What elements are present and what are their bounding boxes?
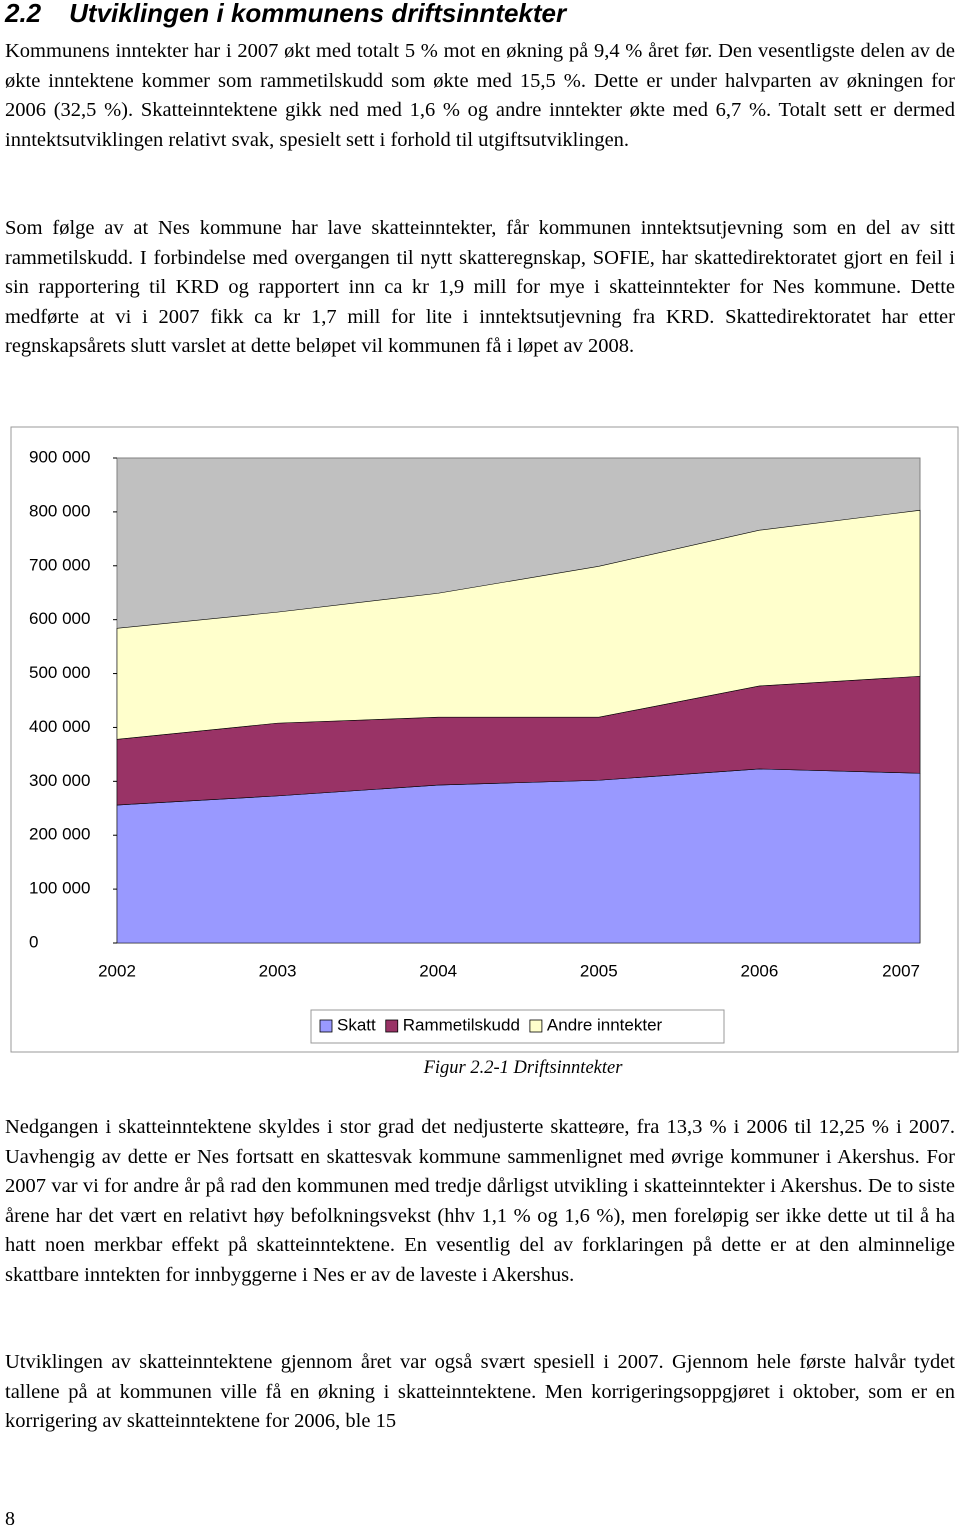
page-number: 8 — [5, 1508, 15, 1530]
x-tick-label: 2003 — [259, 961, 297, 980]
paragraph: Som følge av at Nes kommune har lave ska… — [5, 217, 955, 357]
legend-box — [310, 1009, 725, 1044]
legend-label: Rammetilskudd — [403, 1015, 520, 1034]
paragraph: Kommunens inntekter har i 2007 økt med t… — [5, 40, 955, 151]
x-tick-label: 2005 — [580, 961, 618, 980]
y-tick-label: 400 000 — [29, 717, 90, 736]
heading-number: 2.2 — [5, 0, 42, 28]
paragraph: Utviklingen av skatteinntektene gjennom … — [5, 1351, 955, 1432]
y-tick-label: 300 000 — [29, 771, 90, 790]
legend-swatch — [385, 1019, 399, 1033]
x-tick-label: 2002 — [98, 961, 136, 980]
legend-swatch — [529, 1019, 543, 1033]
legend-swatch — [319, 1019, 333, 1033]
y-tick-label: 900 000 — [29, 447, 90, 466]
area — [116, 509, 921, 740]
chart: 0 100 000 200 000 300 000 400 000 500 000 600 … — [10, 426, 959, 1053]
y-tick-label: 0 — [29, 932, 38, 951]
legend-label: Andre inntekter — [547, 1015, 663, 1034]
y-tick-label: 800 000 — [29, 501, 90, 520]
y-tick-label: 700 000 — [29, 555, 90, 574]
heading: 2.2 Utviklingen i kommunens driftsinntekt… — [5, 0, 594, 29]
y-tick-label: 200 000 — [29, 825, 90, 844]
y-tick-label: 100 000 — [29, 879, 90, 898]
caption: Figur 2.2-1 Driftsinntekter — [423, 1058, 623, 1078]
legend-label: Skatt — [337, 1015, 376, 1034]
y-tick-label: 600 000 — [29, 609, 90, 628]
x-tick-label: 2006 — [740, 961, 778, 980]
x-tick-label: 2004 — [419, 961, 457, 980]
heading-title: Utviklingen i kommunens driftsinntekter — [69, 0, 567, 28]
x-tick-label: 2007 — [882, 961, 920, 980]
y-tick-label: 500 000 — [29, 663, 90, 682]
paragraph: Nedgangen i skatteinntektene skyldes i s… — [5, 1116, 955, 1286]
